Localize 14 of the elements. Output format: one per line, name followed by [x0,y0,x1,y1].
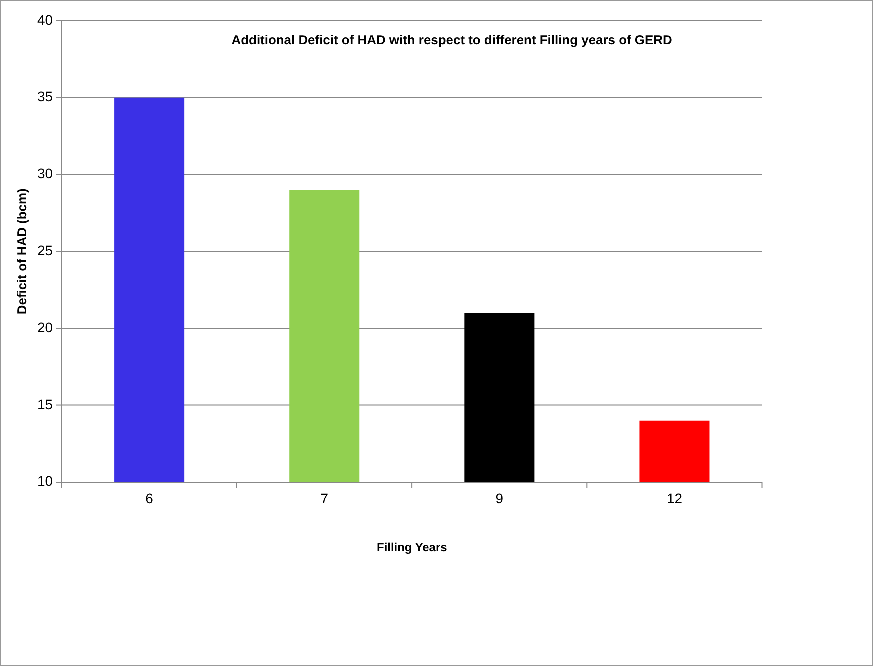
y-tick-label: 15 [38,396,54,412]
x-tick-label: 9 [496,490,504,507]
y-tick-label: 25 [38,242,54,258]
y-axis-title: Deficit of HAD (bcm) [14,188,30,315]
y-tick-label: 30 [38,166,54,182]
y-tick-label: 35 [38,88,54,105]
y-tick-label: 20 [38,319,54,336]
x-tick-label: 6 [146,490,154,507]
x-tick-label: 7 [320,490,329,507]
y-tick-label: 10 [38,473,54,490]
x-axis-title: Filling Years [377,540,448,554]
y-tick-label: 40 [38,12,54,28]
text: Additional Deficit of HAD with respect to different Filling years of GERD [232,32,672,48]
x-tick-label: 12 [666,490,683,507]
